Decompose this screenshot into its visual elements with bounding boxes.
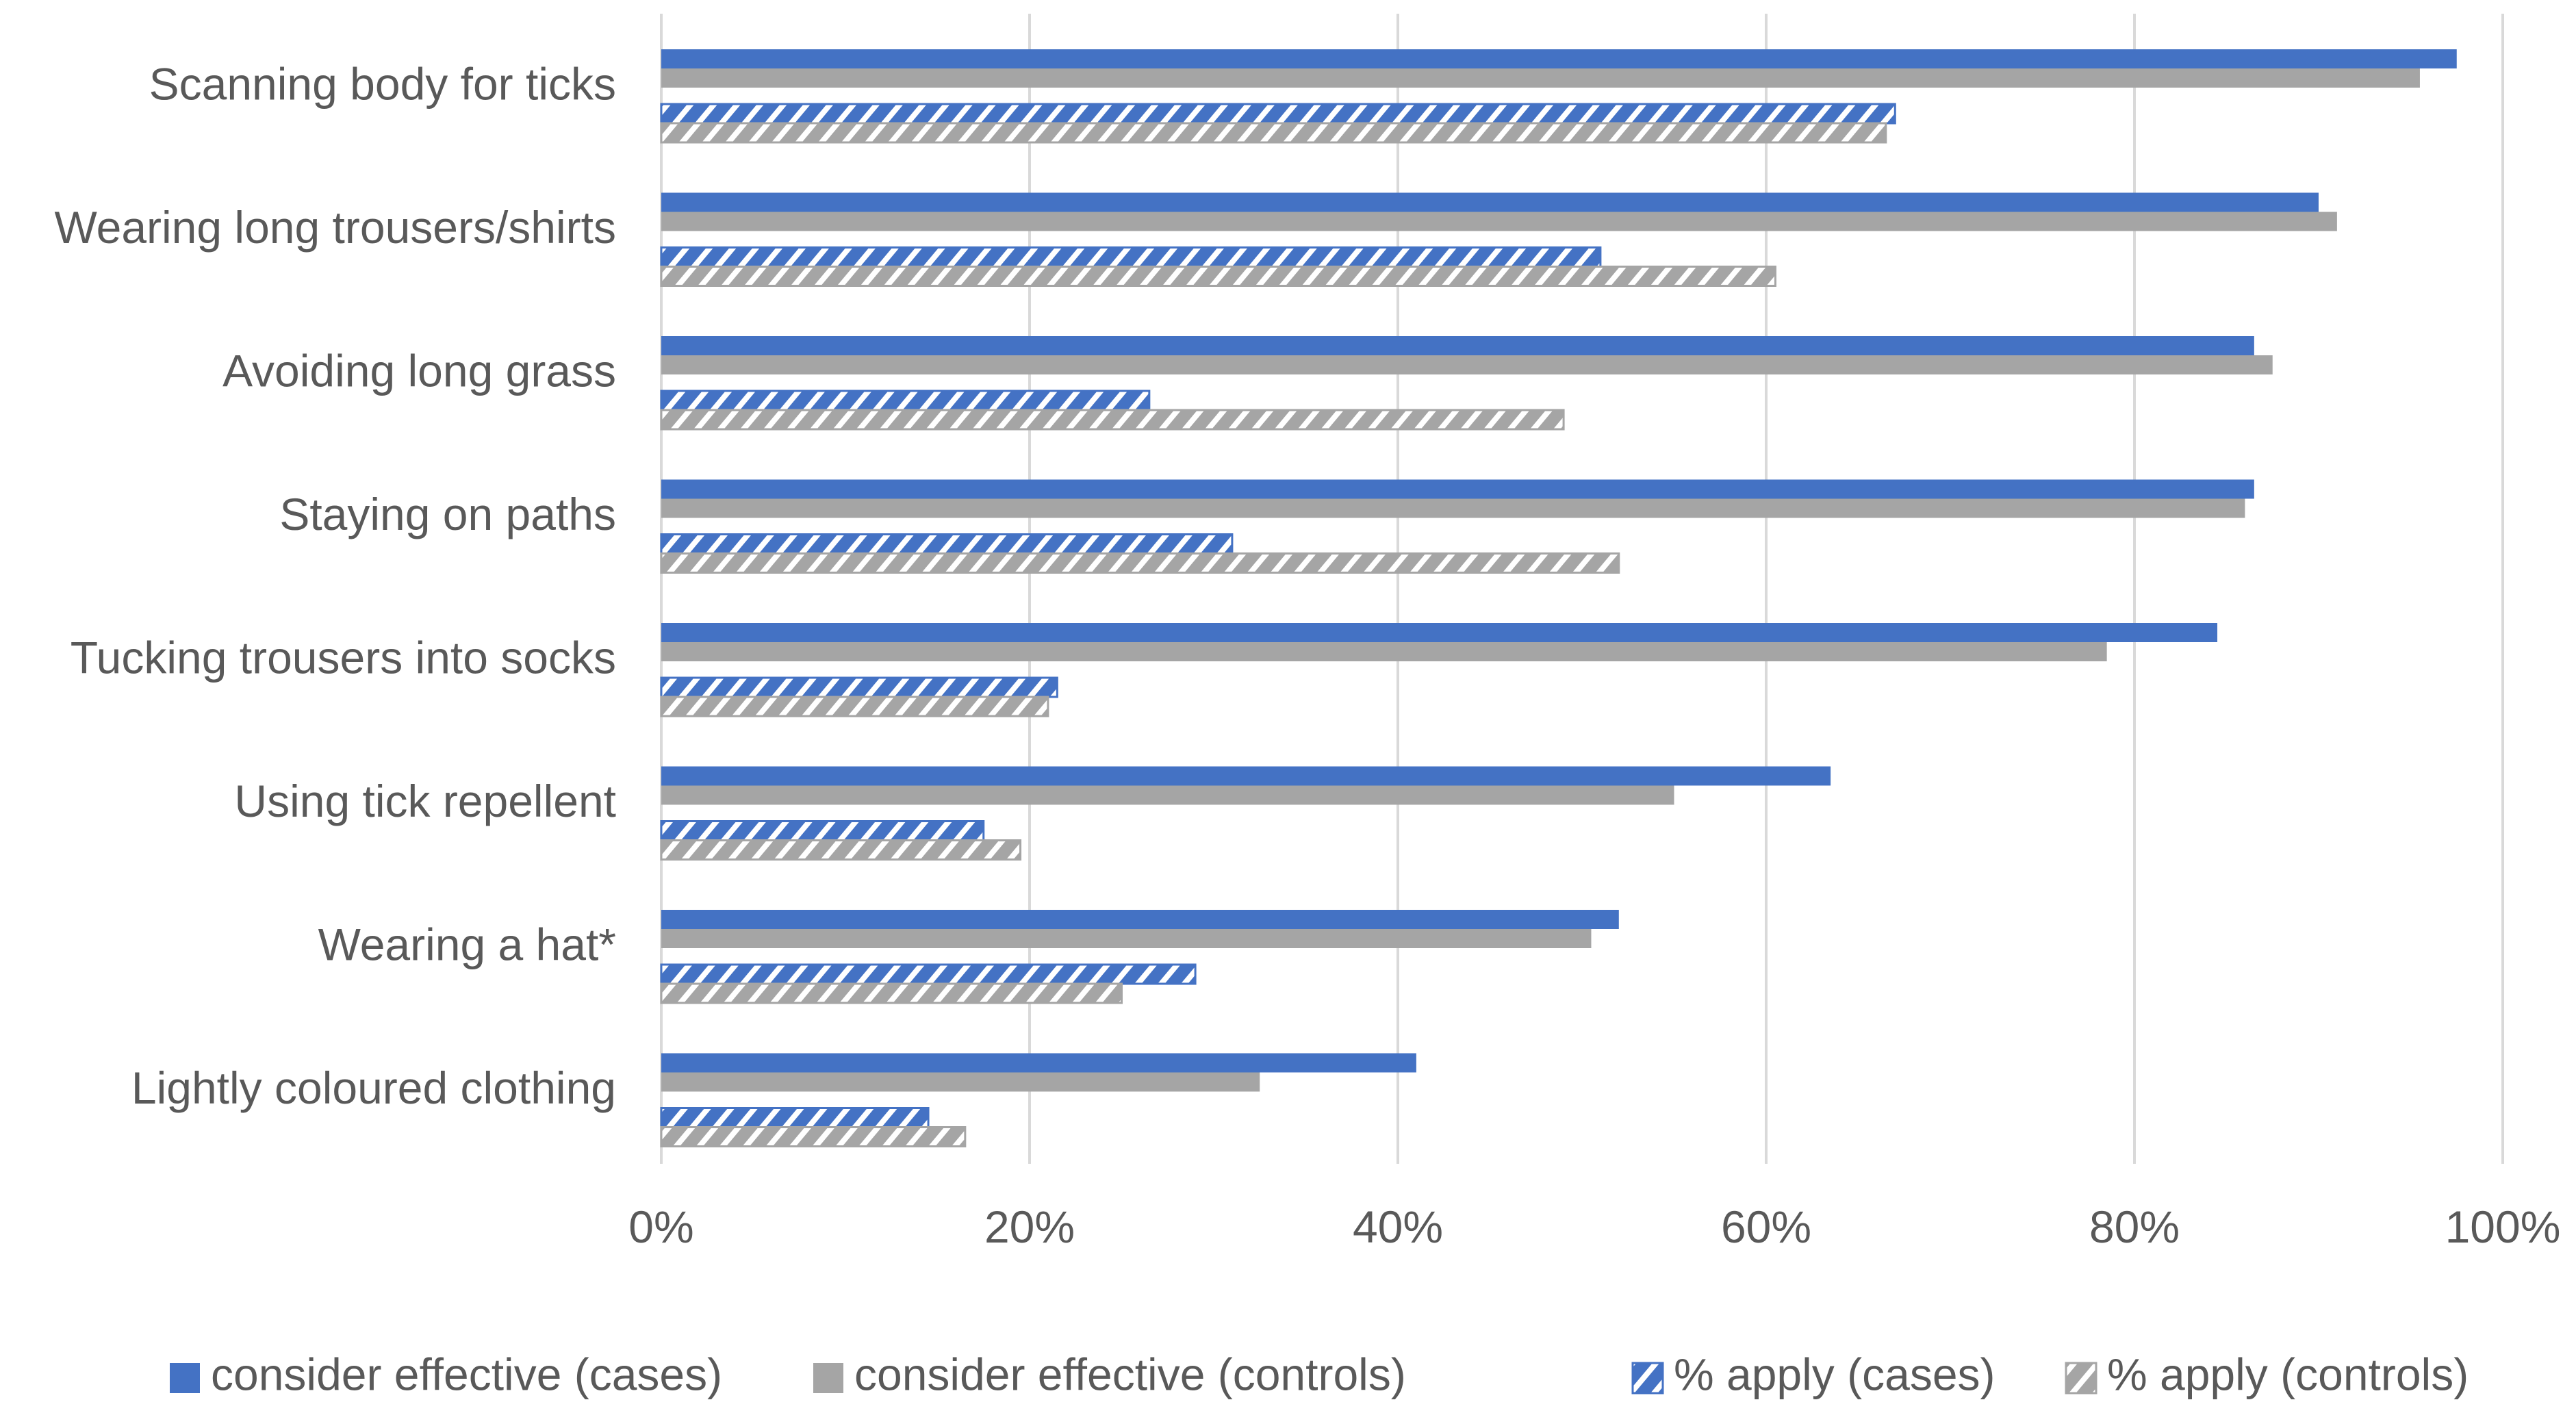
category-label-4: Tucking trousers into socks: [71, 632, 616, 683]
category-label-1: Wearing long trousers/shirts: [55, 202, 616, 253]
bar-group-4: consider effective (cases): 84.5%conside…: [660, 623, 2218, 717]
bar-apply-controls-4[interactable]: % apply (controls): 21%: [660, 696, 1049, 717]
bar-apply-cases-3[interactable]: % apply (cases): 31%: [660, 533, 1234, 555]
bar-effective-controls-1[interactable]: consider effective (controls): 91%: [661, 212, 2337, 231]
bar-group-0: consider effective (cases): 97.5%conside…: [660, 49, 2457, 144]
legend-item-0[interactable]: consider effective (cases): [170, 1349, 722, 1399]
x-tick-label-40: 40%: [1353, 1201, 1443, 1252]
category-label-7: Lightly coloured clothing: [131, 1062, 616, 1113]
bar-apply-cases-4[interactable]: % apply (cases): 21.5%: [660, 676, 1058, 698]
x-tick-label-80: 80%: [2089, 1201, 2180, 1252]
x-tick-label-20: 20%: [984, 1201, 1075, 1252]
bar-effective-controls-3[interactable]: consider effective (controls): 86%: [661, 498, 2245, 518]
bar-apply-controls-5[interactable]: % apply (controls): 19.5%: [660, 839, 1022, 861]
bar-effective-cases-2[interactable]: consider effective (cases): 86.5%: [661, 336, 2254, 355]
legend-label-3: % apply (controls): [2107, 1349, 2469, 1399]
bar-apply-controls-2[interactable]: % apply (controls): 49%: [660, 409, 1565, 431]
category-label-0: Scanning body for ticks: [149, 58, 616, 109]
bar-apply-controls-1[interactable]: % apply (controls): 60.5%: [660, 266, 1776, 287]
x-tick-label-100: 100%: [2445, 1201, 2561, 1252]
bar-effective-controls-6[interactable]: consider effective (controls): 50.5%: [661, 929, 1592, 948]
bar-group-6: consider effective (cases): 52%consider …: [660, 910, 1619, 1004]
category-label-6: Wearing a hat*: [318, 919, 616, 969]
bar-apply-cases-5[interactable]: % apply (cases): 17.5%: [660, 820, 985, 841]
bar-effective-cases-6[interactable]: consider effective (cases): 52%: [661, 910, 1619, 929]
legend-label-2: % apply (cases): [1674, 1349, 1995, 1399]
legend[interactable]: consider effective (cases) consider effec…: [170, 1349, 2469, 1399]
bar-group-7: consider effective (cases): 41%consider …: [660, 1053, 1416, 1147]
category-label-3: Staying on paths: [279, 489, 616, 539]
legend-swatch-2: [1631, 1362, 1664, 1395]
legend-item-1[interactable]: consider effective (controls): [813, 1349, 1406, 1399]
legend-label-0: consider effective (cases): [211, 1349, 722, 1399]
bar-group-5: consider effective (cases): 63.5%conside…: [660, 766, 1831, 861]
bar-apply-cases-2[interactable]: % apply (cases): 26.5%: [660, 390, 1151, 411]
category-label-5: Using tick repellent: [234, 776, 616, 826]
bar-effective-cases-3[interactable]: consider effective (cases): 86.5%: [661, 479, 2254, 499]
bar-effective-controls-5[interactable]: consider effective (controls): 55%: [661, 785, 1674, 805]
bar-effective-cases-1[interactable]: consider effective (cases): 90%: [661, 192, 2319, 212]
bar-effective-controls-4[interactable]: consider effective (controls): 78.5%: [661, 642, 2107, 661]
bar-effective-controls-7[interactable]: consider effective (controls): 32.5%: [661, 1072, 1260, 1092]
bar-effective-cases-5[interactable]: consider effective (cases): 63.5%: [661, 766, 1831, 786]
category-labels: Scanning body for ticks Wearing long trou…: [55, 58, 616, 1113]
bar-group-3: consider effective (cases): 86.5%conside…: [660, 479, 2254, 574]
legend-label-1: consider effective (controls): [854, 1349, 1406, 1399]
legend-item-3[interactable]: % apply (controls): [2065, 1349, 2469, 1399]
bar-effective-controls-2[interactable]: consider effective (controls): 87.5%: [661, 355, 2273, 374]
bar-effective-cases-0[interactable]: consider effective (cases): 97.5%: [661, 49, 2457, 68]
bar-group-2: consider effective (cases): 86.5%conside…: [660, 336, 2273, 431]
bar-apply-controls-6[interactable]: % apply (controls): 25%: [660, 982, 1123, 1004]
legend-swatch-1: [813, 1363, 843, 1393]
bar-effective-controls-0[interactable]: consider effective (controls): 95.5%: [661, 68, 2420, 88]
bar-effective-cases-4[interactable]: consider effective (cases): 84.5%: [661, 623, 2218, 642]
bar-apply-controls-0[interactable]: % apply (controls): 66.5%: [660, 122, 1887, 144]
x-tick-label-0: 0%: [628, 1201, 693, 1252]
bars: consider effective (cases): 97.5%conside…: [660, 49, 2457, 1147]
bar-apply-cases-7[interactable]: % apply (cases): 14.5%: [660, 1107, 930, 1128]
legend-swatch-3: [2065, 1362, 2097, 1395]
bar-apply-controls-3[interactable]: % apply (controls): 52%: [660, 552, 1620, 574]
x-tick-label-60: 60%: [1721, 1201, 1811, 1252]
bar-apply-controls-7[interactable]: % apply (controls): 16.5%: [660, 1126, 967, 1147]
bar-apply-cases-1[interactable]: % apply (cases): 51%: [660, 246, 1602, 268]
x-axis-tick-labels: 0% 20% 40% 60% 80% 100%: [628, 1201, 2560, 1252]
bar-apply-cases-0[interactable]: % apply (cases): 67%: [660, 103, 1896, 125]
bar-effective-cases-7[interactable]: consider effective (cases): 41%: [661, 1053, 1416, 1073]
legend-item-2[interactable]: % apply (cases): [1631, 1349, 1995, 1399]
bar-group-1: consider effective (cases): 90%consider …: [660, 192, 2337, 287]
category-label-2: Avoiding long grass: [222, 345, 616, 396]
bar-apply-cases-6[interactable]: % apply (cases): 29%: [660, 963, 1197, 985]
legend-swatch-0: [170, 1363, 200, 1393]
